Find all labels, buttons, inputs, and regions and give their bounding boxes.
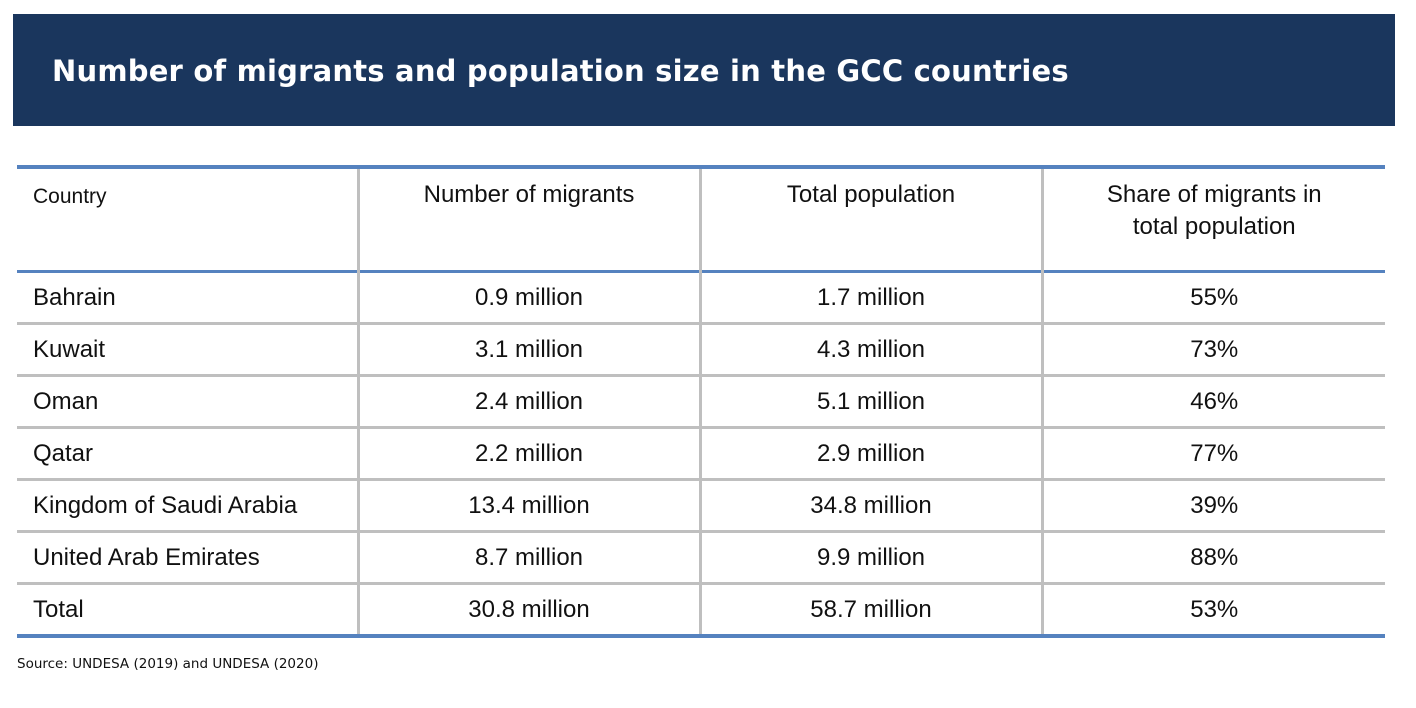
country-cell: Kingdom of Saudi Arabia xyxy=(33,491,298,519)
share-cell: 73% xyxy=(1040,323,1385,376)
column-header: Share of migrants in total population xyxy=(1040,167,1385,272)
column-header: Total population xyxy=(698,167,1042,272)
table-row: United Arab Emirates 8.7 million 9.9 milli… xyxy=(17,531,1385,584)
population-cell: 2.9 million xyxy=(698,427,1042,480)
migrants-cell: 8.7 million xyxy=(356,531,700,584)
column-header: Country xyxy=(33,185,107,208)
share-cell: 77% xyxy=(1040,427,1385,480)
source-note: Source: UNDESA (2019) and UNDESA (2020) xyxy=(17,656,319,672)
population-cell: 1.7 million xyxy=(698,271,1042,324)
population-cell: 34.8 million xyxy=(698,479,1042,532)
migrants-cell: 13.4 million xyxy=(356,479,700,532)
table-row: Bahrain 0.9 million 1.7 million 55% xyxy=(17,271,1385,324)
table-row: Qatar 2.2 million 2.9 million 77% xyxy=(17,427,1385,480)
table-row: Kingdom of Saudi Arabia 13.4 million 34.8 … xyxy=(17,479,1385,532)
migrants-cell: 2.2 million xyxy=(356,427,700,480)
share-cell: 39% xyxy=(1040,479,1385,532)
population-cell: 5.1 million xyxy=(698,375,1042,428)
country-cell: Qatar xyxy=(33,439,94,467)
share-cell: 88% xyxy=(1040,531,1385,584)
migrants-cell: 30.8 million xyxy=(356,583,700,636)
country-cell: Kuwait xyxy=(33,335,106,363)
table-row: Total 30.8 million 58.7 million 53% xyxy=(17,583,1385,636)
table-header-row: Country Number of migrants Total populat… xyxy=(17,167,1385,272)
share-cell: 46% xyxy=(1040,375,1385,428)
population-cell: 4.3 million xyxy=(698,323,1042,376)
migrants-table: Country Number of migrants Total populat… xyxy=(17,165,1385,638)
table-row: Kuwait 3.1 million 4.3 million 73% xyxy=(17,323,1385,376)
country-cell: Total xyxy=(33,595,84,623)
share-cell: 55% xyxy=(1040,271,1385,324)
country-cell: Bahrain xyxy=(33,283,116,311)
population-cell: 58.7 million xyxy=(698,583,1042,636)
table-row: Oman 2.4 million 5.1 million 46% xyxy=(17,375,1385,428)
country-cell: Oman xyxy=(33,387,99,415)
column-header: Number of migrants xyxy=(356,167,700,272)
page-title: Number of migrants and population size i… xyxy=(52,54,1069,88)
population-cell: 9.9 million xyxy=(698,531,1042,584)
share-cell: 53% xyxy=(1040,583,1385,636)
country-cell: United Arab Emirates xyxy=(33,543,260,571)
migrants-cell: 2.4 million xyxy=(356,375,700,428)
title-banner: Number of migrants and population size i… xyxy=(13,14,1395,126)
migrants-cell: 3.1 million xyxy=(356,323,700,376)
migrants-cell: 0.9 million xyxy=(356,271,700,324)
